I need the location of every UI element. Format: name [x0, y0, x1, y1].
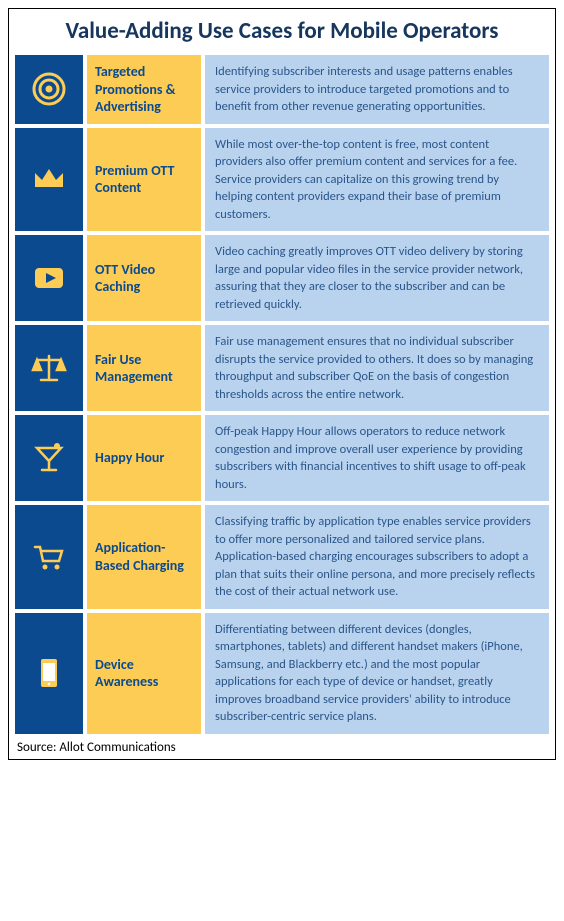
- use-case-desc: Video caching greatly improves OTT video…: [205, 235, 549, 321]
- crown-icon: [15, 128, 83, 232]
- target-icon: [15, 55, 83, 124]
- cocktail-icon: [15, 415, 83, 501]
- use-case-row: OTT Video Caching Video caching greatly …: [15, 235, 549, 321]
- use-case-desc: Off-peak Happy Hour allows operators to …: [205, 415, 549, 501]
- play-icon: [15, 235, 83, 321]
- use-case-desc: Classifying traffic by application type …: [205, 505, 549, 609]
- tablet-icon: [15, 613, 83, 734]
- infographic-frame: Value-Adding Use Cases for Mobile Operat…: [8, 8, 556, 760]
- use-case-label: Targeted Promotions & Advertising: [87, 55, 201, 124]
- use-case-row: Premium OTT Content While most over-the-…: [15, 128, 549, 232]
- use-case-row: Fair Use Management Fair use management …: [15, 325, 549, 411]
- cart-icon: [15, 505, 83, 609]
- use-case-row: Happy Hour Off-peak Happy Hour allows op…: [15, 415, 549, 501]
- use-case-desc: While most over-the-top content is free,…: [205, 128, 549, 232]
- use-case-label: Premium OTT Content: [87, 128, 201, 232]
- page-title: Value-Adding Use Cases for Mobile Operat…: [15, 17, 549, 45]
- scales-icon: [15, 325, 83, 411]
- use-case-label: Happy Hour: [87, 415, 201, 501]
- use-case-desc: Identifying subscriber interests and usa…: [205, 55, 549, 124]
- use-case-label: Fair Use Management: [87, 325, 201, 411]
- use-case-row: Targeted Promotions & Advertising Identi…: [15, 55, 549, 124]
- use-case-desc: Differentiating between different device…: [205, 613, 549, 734]
- use-case-label: Application-Based Charging: [87, 505, 201, 609]
- use-case-label: Device Awareness: [87, 613, 201, 734]
- use-case-row: Device Awareness Differentiating between…: [15, 613, 549, 734]
- use-case-label: OTT Video Caching: [87, 235, 201, 321]
- use-case-desc: Fair use management ensures that no indi…: [205, 325, 549, 411]
- use-case-row: Application-Based Charging Classifying t…: [15, 505, 549, 609]
- source-attribution: Source: Allot Communications: [15, 740, 549, 755]
